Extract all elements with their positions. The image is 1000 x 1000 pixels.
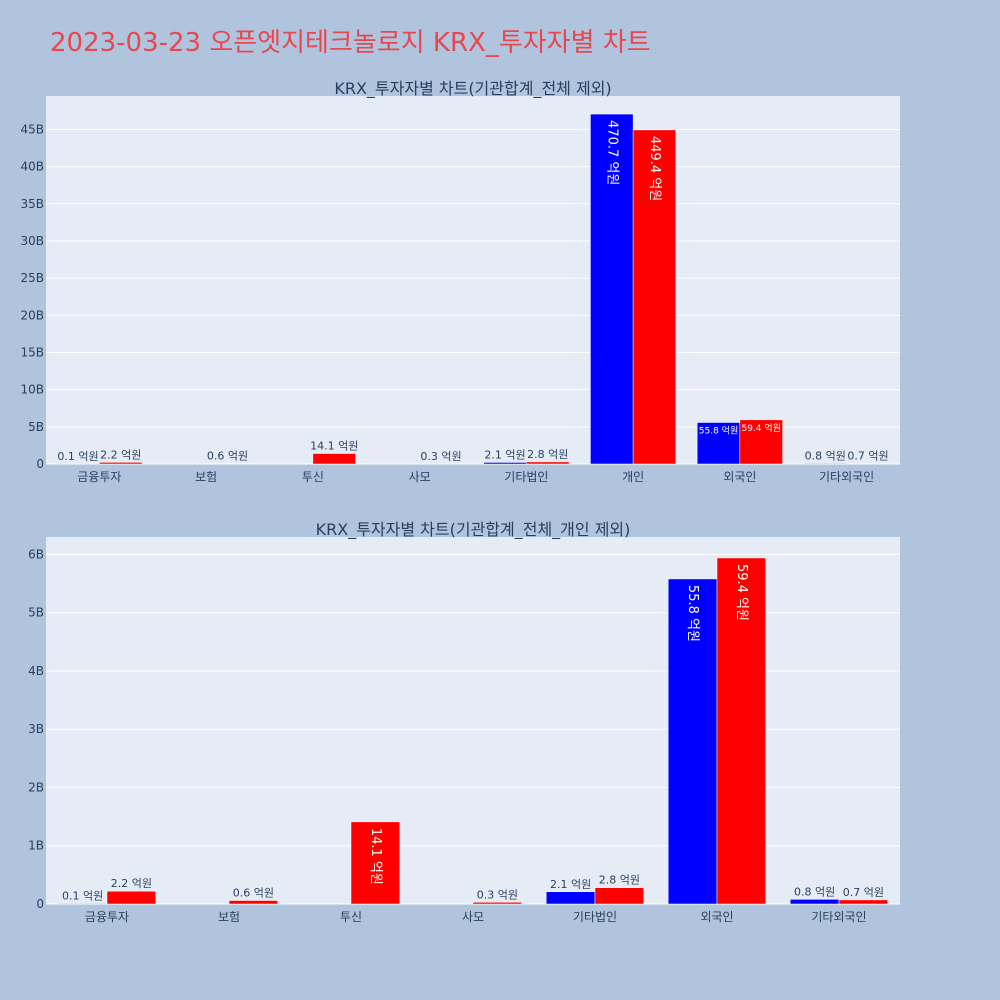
top-plot-area bbox=[46, 96, 900, 464]
bottom-x-tick-label: 투신 bbox=[340, 910, 362, 924]
top-data-label: 55.8 억원 bbox=[699, 425, 738, 437]
bottom-y-tick-label: 2B bbox=[28, 780, 44, 794]
top-data-label: 0.7 억원 bbox=[847, 449, 888, 462]
top-y-tick-label: 5B bbox=[28, 420, 44, 434]
bottom-y-tick-label: 3B bbox=[28, 722, 44, 736]
top-title: KRX_투자자별 차트(기관합계_전체 제외) bbox=[334, 79, 611, 99]
top-data-label: 59.4 억원 bbox=[741, 422, 780, 434]
bottom-x-tick-label: 외국인 bbox=[700, 910, 733, 924]
bottom-y-tick-label: 0 bbox=[36, 897, 44, 911]
top-data-label: 14.1 억원 bbox=[310, 440, 358, 453]
bottom-plot-area bbox=[46, 537, 900, 904]
bottom-data-label: 59.4 억원 bbox=[734, 564, 749, 621]
top-data-label: 470.7 억원 bbox=[604, 120, 619, 185]
bottom-x-tick-label: 보험 bbox=[218, 910, 240, 924]
bottom-data-label: 14.1 억원 bbox=[368, 828, 383, 885]
bottom-data-label: 2.2 억원 bbox=[111, 877, 152, 890]
bottom-bar-sell bbox=[350, 821, 401, 905]
bottom-y-tick-label: 6B bbox=[28, 547, 44, 561]
top-data-label: 0.3 억원 bbox=[420, 450, 461, 463]
bottom-bar-buy bbox=[545, 891, 596, 905]
top-bar-sell bbox=[99, 462, 143, 465]
top-y-tick-label: 10B bbox=[20, 383, 44, 397]
bottom-x-tick-label: 기타외국인 bbox=[811, 910, 866, 924]
top-x-tick-label: 외국인 bbox=[723, 470, 756, 484]
top-x-tick-label: 보험 bbox=[195, 470, 217, 484]
bottom-data-label: 0.6 억원 bbox=[233, 887, 274, 900]
top-data-label: 0.8 억원 bbox=[805, 449, 846, 462]
top-bar-sell bbox=[739, 419, 783, 465]
top-data-label: 2.2 억원 bbox=[100, 448, 141, 461]
top-bar-sell bbox=[312, 453, 356, 465]
page-title: 2023-03-23 오픈엣지테크놀로지 KRX_투자자별 차트 bbox=[50, 28, 651, 58]
bottom-bar-sell bbox=[838, 899, 889, 905]
bottom-data-label: 0.8 억원 bbox=[794, 885, 835, 898]
bottom-bar-sell bbox=[106, 890, 157, 905]
top-y-tick-label: 40B bbox=[20, 160, 44, 174]
top-y-tick-label: 20B bbox=[20, 308, 44, 322]
bottom-bar-buy bbox=[57, 903, 108, 905]
bottom-data-label: 55.8 억원 bbox=[685, 585, 700, 642]
top-y-tick-label: 15B bbox=[20, 345, 44, 359]
top-data-label: 2.8 억원 bbox=[527, 448, 568, 461]
bottom-bar-sell bbox=[472, 902, 523, 905]
bottom-x-tick-label: 기타법인 bbox=[573, 910, 617, 924]
bottom-bar-sell bbox=[716, 557, 767, 905]
top-data-label: 2.1 억원 bbox=[484, 448, 525, 461]
top-y-tick-label: 35B bbox=[20, 197, 44, 211]
bottom-bar-buy bbox=[667, 578, 718, 905]
bottom-data-label: 0.3 억원 bbox=[477, 888, 518, 901]
top-data-label: 0.6 억원 bbox=[207, 450, 248, 463]
top-data-label: 0.1 억원 bbox=[57, 450, 98, 463]
top-data-label: 449.4 억원 bbox=[647, 136, 662, 201]
bottom-data-label: 2.8 억원 bbox=[599, 874, 640, 887]
chart-top: KRX_투자자별 차트(기관합계_전체 제외) 0 5B 10B 15B 20B 25B 30… bbox=[20, 79, 900, 484]
top-y-tick-label: 45B bbox=[20, 122, 44, 136]
top-x-tick-label: 기타외국인 bbox=[819, 470, 874, 484]
top-x-tick-label: 투신 bbox=[302, 470, 324, 484]
bottom-data-label: 0.7 억원 bbox=[843, 886, 884, 899]
top-y-tick-label: 25B bbox=[20, 271, 44, 285]
bottom-data-label: 0.1 억원 bbox=[62, 889, 103, 902]
top-x-tick-label: 기타법인 bbox=[504, 470, 548, 484]
bottom-y-tick-label: 5B bbox=[28, 606, 44, 620]
bottom-bar-buy bbox=[789, 899, 840, 905]
top-x-tick-label: 개인 bbox=[622, 470, 644, 484]
bottom-x-tick-label: 금융투자 bbox=[85, 910, 129, 924]
bottom-data-label: 2.1 억원 bbox=[550, 878, 591, 891]
top-y-tick-label: 0 bbox=[36, 457, 44, 471]
bottom-bar-sell bbox=[594, 887, 645, 905]
top-bar-sell bbox=[526, 461, 570, 465]
top-y-tick-label: 30B bbox=[20, 234, 44, 248]
top-x-tick-label: 사모 bbox=[409, 470, 431, 484]
top-bar-buy bbox=[590, 113, 634, 465]
top-bar-sell bbox=[632, 129, 677, 465]
top-bar-sell bbox=[846, 463, 890, 465]
bottom-y-tick-label: 1B bbox=[28, 839, 44, 853]
top-x-tick-label: 금융투자 bbox=[77, 470, 121, 484]
bottom-x-tick-label: 사모 bbox=[462, 910, 484, 924]
bottom-y-tick-label: 4B bbox=[28, 664, 44, 678]
bottom-title: KRX_투자자별 차트(기관합계_전체_개인 제외) bbox=[316, 520, 631, 540]
bottom-bar-sell bbox=[228, 900, 279, 905]
